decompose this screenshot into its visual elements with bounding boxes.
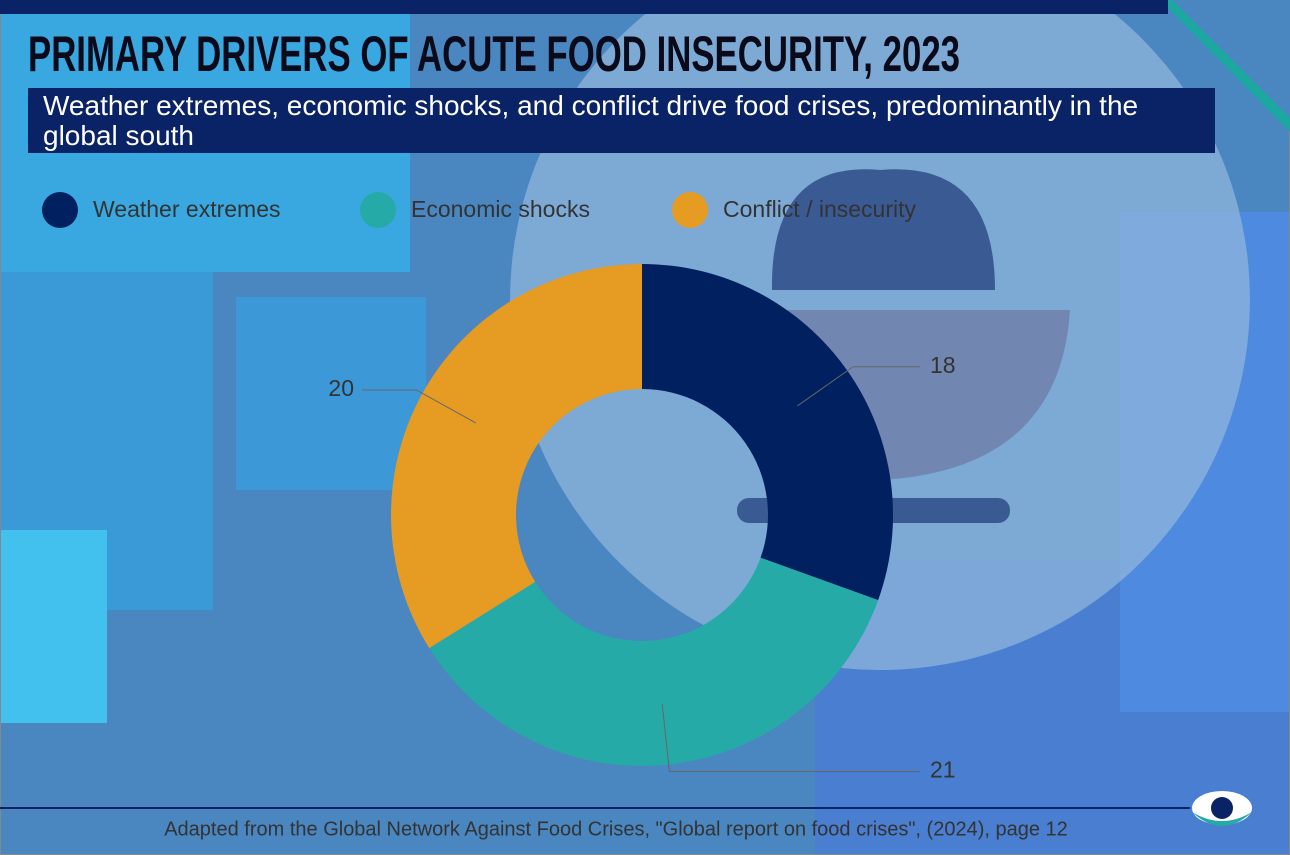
subtitle: Weather extremes, economic shocks, and c… — [28, 88, 1215, 153]
decor — [0, 530, 107, 723]
eye-icon — [1192, 812, 1252, 826]
legend-swatch — [42, 192, 78, 228]
leader-line — [797, 366, 920, 407]
corner-strip — [1160, 0, 1290, 132]
decor-apple — [771, 169, 995, 290]
legend-label: Economic shocks — [411, 196, 590, 222]
data-label: 20 — [328, 375, 354, 401]
top-bar — [0, 0, 1168, 14]
legend-label: Weather extremes — [93, 196, 280, 222]
legend-swatch — [672, 192, 708, 228]
eye-icon — [1211, 797, 1233, 819]
chart-title: PRIMARY DRIVERS OF ACUTE FOOD INSECURITY… — [28, 26, 960, 82]
decor — [236, 297, 426, 490]
leader-line — [661, 703, 920, 773]
data-label: 18 — [930, 352, 956, 378]
data-label: 21 — [930, 757, 956, 783]
donut-slice — [429, 557, 879, 766]
donut-slice — [642, 264, 893, 601]
leader-line — [362, 389, 477, 424]
legend-swatch — [360, 192, 396, 228]
donut-slice — [391, 264, 642, 649]
source: Adapted from the Global Network Against … — [164, 818, 1068, 840]
legend-label: Conflict / insecurity — [723, 196, 917, 222]
